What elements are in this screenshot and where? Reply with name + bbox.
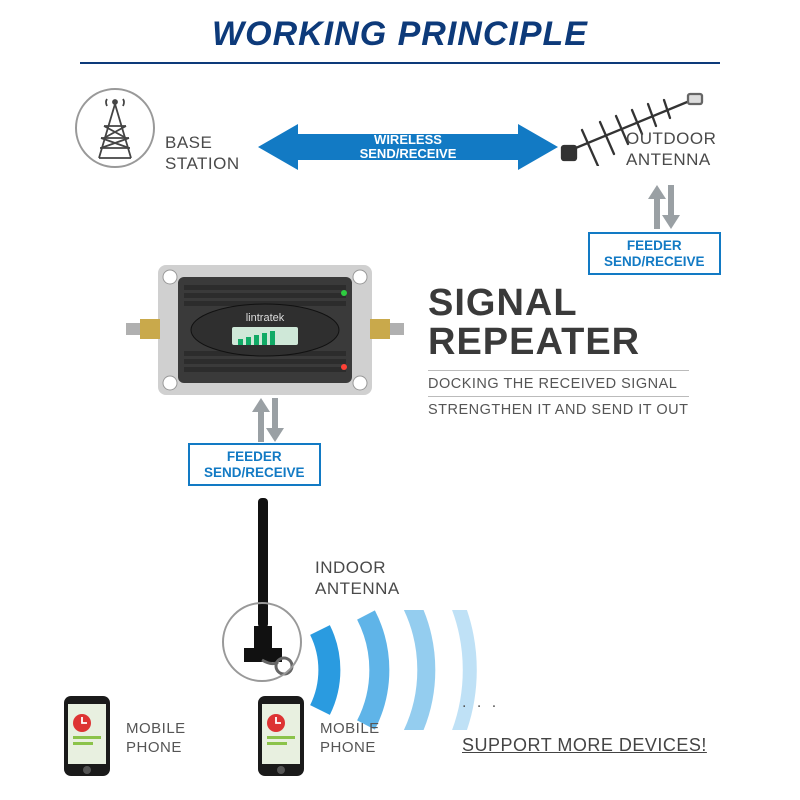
updown-arrow-1 [648, 185, 680, 234]
mobile-phone-1 [60, 694, 114, 783]
title-underline [80, 62, 720, 64]
wireless-text-1: WIRELESS [374, 132, 442, 147]
text-line: PHONE [320, 739, 380, 758]
ellipsis: . . . [462, 694, 499, 712]
base-station-circle [75, 88, 155, 168]
signal-repeater-device: lintratek [126, 255, 406, 410]
indoor-antenna-circle [222, 602, 302, 682]
text-line: INDOOR [315, 557, 400, 578]
repeater-icon: lintratek [126, 255, 406, 405]
base-station-label: BASE STATION [165, 132, 240, 175]
updown-arrow-2 [252, 398, 284, 447]
text-line: SEND/RECEIVE [204, 465, 305, 481]
text-line: ANTENNA [315, 578, 400, 599]
text-line: MOBILE [126, 720, 186, 739]
text-line: BASE [165, 132, 240, 153]
text-line: SEND/RECEIVE [604, 254, 705, 270]
wireless-text-2: SEND/RECEIVE [360, 146, 457, 161]
signal-waves-icon [310, 610, 530, 735]
outdoor-antenna-label: OUTDOOR ANTENNA [626, 128, 716, 171]
text-line: ANTENNA [626, 149, 716, 170]
text-line: STRENGTHEN IT AND SEND IT OUT [428, 396, 689, 422]
text-line: FEEDER [604, 238, 705, 254]
text-line: REPEATER [428, 323, 640, 362]
text-line: SIGNAL [428, 284, 640, 323]
phone-1-label: MOBILE PHONE [126, 720, 186, 758]
feeder-badge-1: FEEDER SEND/RECEIVE [588, 232, 721, 275]
mobile-phone-2 [254, 694, 308, 783]
text-line: OUTDOOR [626, 128, 716, 149]
repeater-title: SIGNAL REPEATER [428, 284, 640, 362]
text-line: PHONE [126, 739, 186, 758]
page-title: WORKING PRINCIPLE [212, 15, 588, 54]
feeder-badge-2: FEEDER SEND/RECEIVE [188, 443, 321, 486]
repeater-description: DOCKING THE RECEIVED SIGNAL STRENGTHEN I… [428, 370, 689, 422]
phone-icon [254, 694, 308, 778]
text-line: DOCKING THE RECEIVED SIGNAL [428, 370, 689, 396]
support-more-devices: SUPPORT MORE DEVICES! [462, 735, 707, 756]
wireless-arrow: WIRELESS SEND/RECEIVE [258, 120, 558, 174]
text-line: MOBILE [320, 720, 380, 739]
text-line: STATION [165, 153, 240, 174]
tower-icon [87, 96, 143, 160]
indoor-antenna-label: INDOOR ANTENNA [315, 557, 400, 600]
base-station-node [75, 88, 155, 168]
svg-text:lintratek: lintratek [246, 312, 285, 324]
phone-icon [60, 694, 114, 778]
phone-2-label: MOBILE PHONE [320, 720, 380, 758]
text-line: FEEDER [204, 449, 305, 465]
